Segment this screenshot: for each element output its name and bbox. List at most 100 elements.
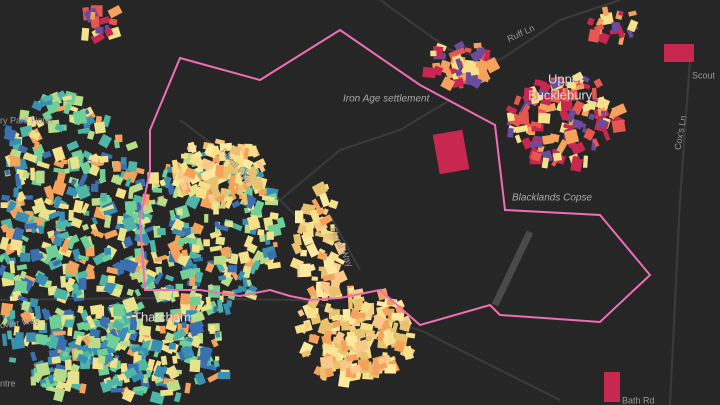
building [377,354,392,365]
building [92,252,107,266]
building [4,169,11,176]
building [455,58,464,70]
building [561,88,573,103]
building [52,259,61,267]
building [69,156,80,170]
building [541,157,550,169]
building [266,231,274,240]
building [600,110,606,116]
building [371,314,386,329]
building [51,180,67,197]
roads [0,0,691,405]
building [440,76,456,92]
building [115,134,123,143]
building [184,382,192,394]
building [333,331,346,345]
building [402,345,414,361]
building [55,338,68,351]
building [150,338,164,353]
building [37,175,44,182]
building [199,347,210,356]
building [77,305,84,314]
building [506,111,515,122]
building [538,90,546,96]
building [164,274,175,282]
building [175,283,184,290]
building [521,137,533,150]
building [76,270,89,280]
building [540,93,553,108]
building [577,121,587,129]
building [63,102,72,115]
building [91,216,99,226]
building [246,279,253,287]
building [603,130,611,141]
building [186,183,201,198]
building [179,340,192,347]
building [20,252,31,262]
building [166,379,181,393]
poi-label: ntre [0,378,16,388]
building [124,177,132,188]
building [267,261,282,270]
building [9,296,17,302]
building [335,257,345,265]
building [316,208,325,216]
building [17,144,29,154]
building [599,12,614,26]
building [295,210,304,224]
building [147,283,155,290]
building [120,340,131,347]
building [583,128,596,141]
building [227,265,238,273]
building [88,164,100,177]
building [597,31,610,45]
building [317,251,328,261]
building [195,186,208,200]
building [226,159,239,175]
building [330,224,335,232]
building [588,113,596,121]
building [258,188,268,197]
building [60,159,68,165]
building [29,120,42,125]
building [96,348,109,357]
building [53,195,63,209]
building [549,76,564,90]
building [131,301,145,313]
building [122,296,139,314]
building [161,169,169,178]
building [566,81,577,90]
building [327,306,334,313]
poi-label: Scout [692,70,716,80]
building [611,22,621,33]
building [309,209,321,224]
building [224,221,233,228]
building [9,205,25,219]
building [157,227,166,236]
building [97,315,112,329]
building [149,239,157,253]
building [10,154,21,167]
building [367,331,379,340]
building [215,356,220,361]
building [505,105,518,115]
building [207,283,214,291]
building [465,72,477,86]
building [28,129,41,141]
building [123,366,138,380]
building [218,275,227,281]
building [241,265,252,279]
building [430,50,437,57]
building [61,314,74,320]
building [67,327,73,337]
road [279,99,451,201]
building [432,65,444,77]
building [195,299,205,312]
building [538,106,543,119]
building [597,96,607,107]
building [237,285,247,293]
building [110,387,124,393]
building [13,188,19,197]
building [72,199,84,214]
